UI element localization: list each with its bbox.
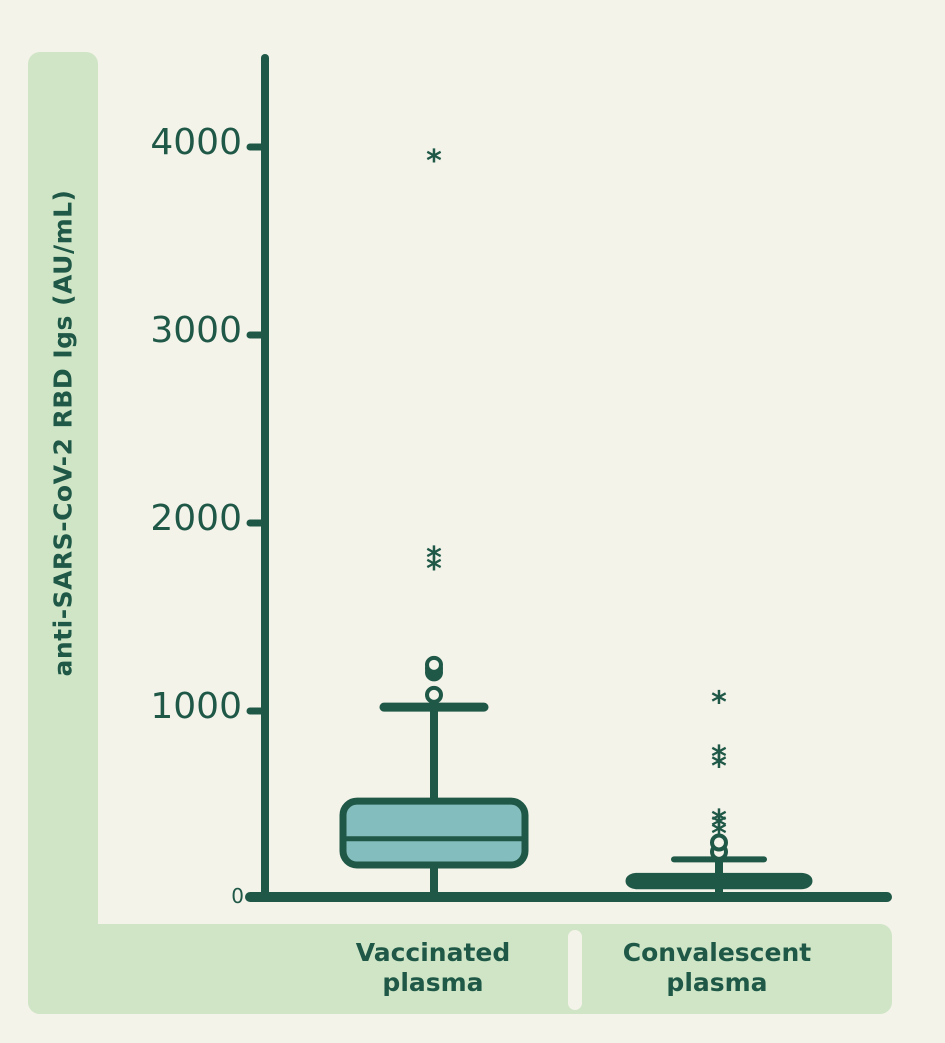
outlier-extreme-star: * (426, 552, 442, 587)
y-tick-1000: 1000 (150, 686, 242, 727)
category-label-line2: plasma (382, 968, 484, 997)
y-tick-3000: 3000 (150, 310, 242, 351)
y-tick-4000: 4000 (150, 122, 242, 163)
x-axis-label-panel (28, 924, 892, 1014)
category-divider (568, 930, 582, 1010)
x-category-convalescent: Convalescent plasma (607, 938, 827, 998)
category-label-line1: Vaccinated (355, 938, 511, 967)
x-category-vaccinated: Vaccinated plasma (323, 938, 543, 998)
outlier-circle (425, 655, 443, 674)
category-label-line1: Convalescent (622, 938, 812, 967)
outlier-extreme-star: * (711, 740, 727, 775)
outlier-extreme-star: * (426, 144, 442, 179)
category-label-line2: plasma (666, 968, 768, 997)
outlier-circle (425, 685, 443, 704)
boxplots: ********* (339, 144, 813, 897)
outlier-extreme-star: * (426, 541, 442, 576)
axes (245, 54, 892, 902)
y-tick-0: 0 (231, 884, 244, 908)
outlier-extreme-star: * (711, 804, 727, 839)
outlier-circle (710, 833, 728, 852)
outlier-extreme-star: * (711, 686, 727, 721)
outlier-extreme-star: * (711, 750, 727, 785)
outlier-extreme-star: * (711, 817, 727, 852)
outlier-extreme-star: * (711, 810, 727, 845)
y-axis-label-panel (28, 52, 98, 1014)
y-tick-2000: 2000 (150, 498, 242, 539)
box-iqr (339, 797, 529, 869)
